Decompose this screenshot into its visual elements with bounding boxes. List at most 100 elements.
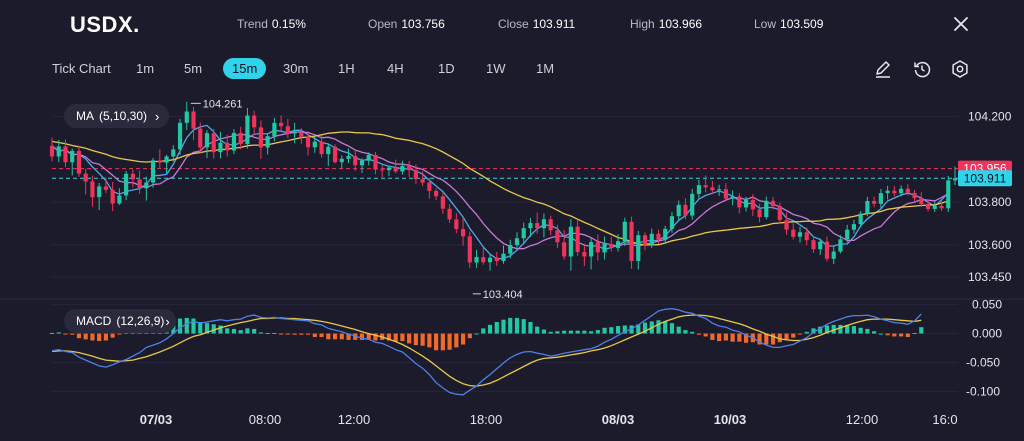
macd-histogram-bar: [690, 331, 695, 334]
candle: [663, 225, 668, 244]
candle-body: [285, 126, 290, 134]
tab-1d[interactable]: 1D: [438, 61, 455, 76]
close-stat: Close 103.911: [498, 17, 575, 31]
macd-signal-line: [51, 314, 922, 387]
candle: [629, 216, 634, 269]
macd-histogram-bar: [191, 318, 196, 334]
tab-30m[interactable]: 30m: [283, 61, 309, 76]
candle: [676, 200, 681, 221]
candle: [831, 246, 836, 265]
candle-body: [851, 224, 857, 230]
candle: [211, 128, 216, 159]
candle: [885, 185, 890, 200]
pencil-icon[interactable]: [872, 58, 894, 80]
close-icon[interactable]: [950, 13, 972, 35]
candle-body: [353, 156, 358, 166]
macd-histogram-bar: [97, 333, 102, 342]
candle: [730, 190, 735, 206]
macd-histogram-bar: [514, 317, 520, 334]
candle-body: [656, 233, 661, 240]
candle-body: [427, 182, 432, 191]
tab-15m[interactable]: 15m: [223, 58, 267, 79]
candle-body: [703, 185, 708, 188]
ma-indicator-pill[interactable]: MA (5,10,30) ›: [64, 104, 170, 128]
macd-histogram-bar: [528, 322, 533, 334]
candle-body: [63, 146, 68, 163]
candle-body: [568, 226, 573, 257]
macd-histogram-bar: [434, 333, 439, 351]
candle-body: [764, 200, 769, 218]
candle-body: [784, 220, 789, 230]
candle: [905, 184, 910, 196]
candle-body: [90, 181, 95, 198]
macd-tick-label: 0.000: [972, 327, 1002, 341]
tab-4h[interactable]: 4H: [387, 61, 404, 76]
candle-body: [508, 245, 513, 254]
macd-histogram-bar: [777, 333, 782, 343]
candle-body: [110, 189, 115, 204]
high-annotation: 104.261: [203, 98, 243, 110]
candle: [238, 126, 243, 150]
candle-body: [204, 133, 210, 148]
tab-5m[interactable]: 5m: [184, 61, 203, 76]
candle: [130, 169, 135, 188]
candle: [723, 183, 728, 201]
macd-histogram-bar: [858, 327, 863, 334]
candle: [198, 122, 203, 153]
candle: [791, 223, 796, 240]
candle: [609, 236, 614, 252]
candle-body: [218, 142, 223, 153]
macd-histogram-bar: [905, 333, 910, 338]
candle-body: [676, 204, 681, 217]
candle: [49, 137, 55, 162]
candle-body: [481, 257, 486, 263]
candle-body: [137, 179, 142, 189]
candle: [467, 231, 472, 268]
candle-body: [49, 145, 55, 157]
candle-body: [899, 188, 904, 194]
candle-body: [211, 133, 216, 153]
tab-1m-month[interactable]: 1M: [536, 61, 555, 76]
candle-body: [548, 219, 553, 231]
candle: [487, 253, 493, 271]
candle: [332, 144, 338, 164]
macd-tick-label: -0.100: [966, 384, 1000, 398]
candle: [925, 199, 931, 212]
price-reference-lines: [52, 168, 958, 179]
open-label: Open: [368, 17, 398, 31]
macd-histogram-bar: [838, 324, 843, 334]
candle-body: [117, 195, 122, 204]
history-icon[interactable]: [911, 58, 933, 80]
candle: [811, 235, 816, 254]
candle-body: [83, 173, 88, 182]
candle: [952, 166, 958, 185]
candle: [899, 185, 904, 197]
macd-histogram-bar: [76, 333, 82, 339]
candle: [649, 228, 654, 248]
settings-icon[interactable]: [949, 58, 971, 80]
tab-tick-chart[interactable]: Tick Chart: [52, 61, 111, 76]
candle-body: [231, 132, 237, 151]
macd-histogram-bar: [845, 324, 850, 334]
candle-body: [474, 257, 479, 263]
candle: [737, 193, 742, 214]
candle: [393, 159, 398, 174]
macd-histogram-bar: [663, 321, 668, 334]
tab-1m[interactable]: 1m: [136, 61, 155, 76]
tab-1w[interactable]: 1W: [486, 61, 506, 76]
candle-body: [393, 167, 398, 172]
candle-body: [245, 115, 250, 145]
candle: [144, 176, 149, 201]
candle: [305, 133, 311, 156]
macd-histogram-bar: [393, 333, 398, 342]
tab-1h[interactable]: 1H: [338, 61, 355, 76]
candle-body: [622, 221, 627, 242]
macd-indicator-pill[interactable]: MACD (12,26,9) ›: [64, 309, 176, 333]
candle: [76, 145, 82, 177]
candle: [562, 229, 567, 260]
candle-body: [750, 199, 755, 210]
open-stat: Open 103.756: [368, 17, 445, 31]
ma-params: (5,10,30): [99, 109, 148, 123]
trend-stat: Trend 0.15%: [237, 17, 306, 31]
